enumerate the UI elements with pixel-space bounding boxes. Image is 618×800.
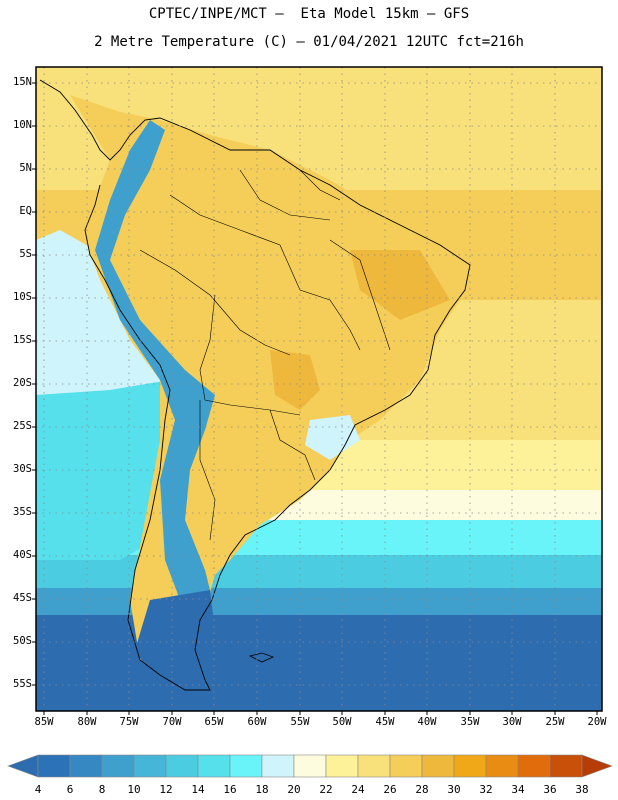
colorbar-label: 16	[223, 783, 237, 796]
colorbar-label: 14	[191, 783, 205, 796]
lat-label: 15S	[13, 334, 32, 346]
colorbar-label: 4	[34, 783, 42, 796]
lat-label: 35S	[13, 506, 32, 518]
country-borders	[139, 169, 391, 541]
lat-label: 50S	[13, 635, 32, 647]
colorbar-cell	[293, 754, 327, 778]
pacific-cool-coast	[36, 230, 170, 395]
lat-label: 40S	[13, 549, 32, 561]
lat-label: 30S	[13, 463, 32, 475]
colorbar-cell	[69, 754, 103, 778]
colorbar-label: 12	[159, 783, 173, 796]
lon-label: 80W	[77, 716, 97, 728]
colorbar-label: 38	[575, 783, 589, 796]
lon-label: 50W	[332, 716, 352, 728]
colorbar-label: 28	[415, 783, 429, 796]
southern-brazil-cool	[305, 415, 360, 460]
colorbar-cell	[485, 754, 519, 778]
lon-label: 85W	[34, 716, 54, 728]
colorbar-cell	[549, 754, 583, 778]
colorbar-cell	[7, 754, 39, 778]
lon-label: 60W	[247, 716, 267, 728]
hot-spot-northeast	[350, 250, 450, 320]
colorbar-label: 34	[511, 783, 525, 796]
lon-label: 75W	[119, 716, 139, 728]
colorbar-label: 32	[479, 783, 493, 796]
colorbar-cell	[517, 754, 551, 778]
lat-label: 10N	[13, 119, 32, 131]
colorbar-label: 10	[127, 783, 141, 796]
lon-label: 45W	[375, 716, 395, 728]
colorbar-cell	[261, 754, 295, 778]
patagonia-cold	[135, 590, 215, 690]
lat-label: EQ	[19, 205, 32, 217]
colorbar-label: 30	[447, 783, 461, 796]
colorbar-cell	[197, 754, 231, 778]
colorbar-cell	[357, 754, 391, 778]
colorbar-cell	[325, 754, 359, 778]
colorbar-label: 24	[351, 783, 365, 796]
lat-label: 10S	[13, 291, 32, 303]
lon-label: 40W	[417, 716, 437, 728]
lat-label: 20S	[13, 377, 32, 389]
lon-label: 65W	[204, 716, 224, 728]
lon-label: 30W	[502, 716, 522, 728]
lat-label: 5S	[19, 248, 32, 260]
cold-ocean-band-2	[36, 555, 602, 590]
colorbar-label: 6	[66, 783, 74, 796]
lat-label: 5N	[19, 162, 32, 174]
coastline	[39, 79, 471, 691]
map-title-line1: CPTEC/INPE/MCT – Eta Model 15km – GFS	[148, 6, 470, 22]
axis-ticks	[32, 82, 598, 715]
map-frame	[35, 66, 603, 712]
lon-label: 20W	[587, 716, 607, 728]
falkland-islands	[248, 652, 275, 663]
lat-label: 45S	[13, 592, 32, 604]
colorbar-label: 36	[543, 783, 557, 796]
colorbar-cell	[133, 754, 167, 778]
colorbar-cell	[581, 754, 613, 778]
colorbar-label: 20	[287, 783, 301, 796]
lat-label: 55S	[13, 678, 32, 690]
map-title-line2: 2 Metre Temperature (C) – 01/04/2021 12U…	[94, 34, 524, 50]
colorbar-cell	[37, 754, 71, 778]
colorbar-cell	[101, 754, 135, 778]
colorbar-cell	[389, 754, 423, 778]
colorbar-cell	[229, 754, 263, 778]
colorbar-cell	[421, 754, 455, 778]
cold-ocean-band-4	[36, 615, 602, 711]
colorbar-cell	[453, 754, 487, 778]
colorbar-label: 22	[319, 783, 333, 796]
lon-label: 70W	[162, 716, 182, 728]
lon-label: 35W	[460, 716, 480, 728]
colorbar-label: 26	[383, 783, 397, 796]
lon-label: 25W	[545, 716, 565, 728]
colorbar-label: 8	[98, 783, 106, 796]
colorbar-label: 18	[255, 783, 269, 796]
hot-spot-center	[270, 350, 320, 410]
lon-label: 55W	[290, 716, 310, 728]
lat-label: 15N	[13, 76, 32, 88]
colorbar-cell	[165, 754, 199, 778]
andes-cold-ridge	[95, 120, 215, 600]
lat-label: 25S	[13, 420, 32, 432]
